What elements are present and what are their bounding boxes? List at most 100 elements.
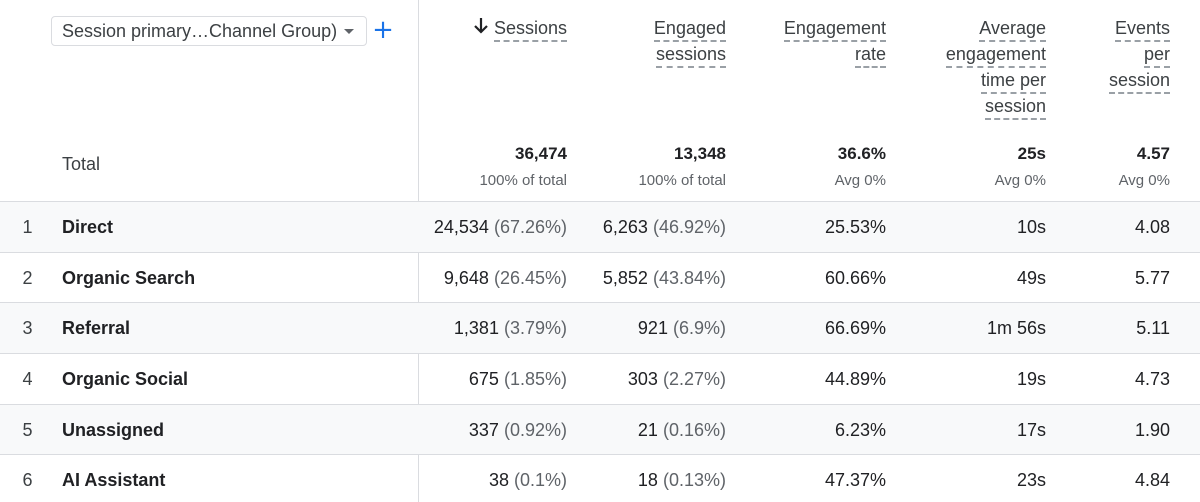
- engaged-sessions-cell: 921 (6.9%): [638, 303, 726, 353]
- engaged-sessions-percent: (6.9%): [672, 318, 726, 338]
- engaged-sessions-percent: (0.16%): [662, 420, 726, 440]
- engaged-sessions-percent: (2.27%): [662, 369, 726, 389]
- sessions-percent: (1.85%): [503, 369, 567, 389]
- caret-down-icon: [344, 29, 354, 34]
- sessions-cell: 9,648 (26.45%): [444, 253, 567, 303]
- sessions-value: 24,534: [433, 217, 489, 237]
- header-avg-engagement-time-line3: time per: [980, 70, 1046, 94]
- engaged-sessions-cell: 303 (2.27%): [628, 354, 726, 404]
- row-index: 3: [22, 318, 33, 338]
- avg-engagement-time-cell: 17s: [1016, 420, 1046, 440]
- engagement-rate-cell: 66.69%: [824, 318, 886, 338]
- sessions-cell: 675 (1.85%): [469, 354, 567, 404]
- total-sessions: 36,474: [515, 144, 567, 163]
- plus-icon: +: [372, 15, 394, 45]
- events-per-session-cell: 1.90: [1134, 420, 1170, 440]
- engaged-sessions-value: 921: [637, 318, 668, 338]
- arrow-down-icon: [474, 18, 488, 34]
- header-engaged-sessions-line2: sessions: [655, 44, 726, 68]
- channel-name[interactable]: Unassigned: [62, 420, 165, 440]
- channel-name[interactable]: AI Assistant: [62, 470, 166, 490]
- sessions-percent: (3.79%): [503, 318, 567, 338]
- avg-engagement-time-cell: 1m 56s: [986, 318, 1046, 338]
- total-events-per-session-sub: Avg 0%: [1118, 172, 1170, 189]
- table-row[interactable]: 4 Organic Social 675 (1.85%) 303 (2.27%)…: [0, 353, 1200, 404]
- channel-name[interactable]: Direct: [62, 217, 114, 237]
- sessions-value: 1,381: [453, 318, 499, 338]
- header-avg-engagement-time-line2: engagement: [945, 44, 1046, 68]
- sessions-cell: 24,534 (67.26%): [434, 202, 567, 252]
- row-index: 6: [22, 470, 33, 490]
- sessions-percent: (0.1%): [513, 470, 567, 490]
- total-engaged-sessions-sub: 100% of total: [638, 172, 726, 189]
- dimension-label: Session primary…Channel Group): [62, 21, 338, 41]
- header-sessions-label: Sessions: [493, 18, 567, 42]
- sessions-value: 337: [468, 420, 499, 440]
- total-avg-engagement-time-sub: Avg 0%: [994, 172, 1046, 189]
- row-index: 4: [22, 369, 33, 389]
- engagement-rate-cell: 47.37%: [824, 470, 886, 490]
- engagement-rate-cell: 60.66%: [824, 268, 886, 288]
- header-engaged-sessions-line1: Engaged: [653, 18, 726, 42]
- avg-engagement-time-cell: 49s: [1016, 268, 1046, 288]
- events-per-session-cell: 4.73: [1134, 369, 1170, 389]
- header-events-per-session-line2: per: [1143, 44, 1170, 68]
- table-row[interactable]: 3 Referral 1,381 (3.79%) 921 (6.9%) 66.6…: [0, 302, 1200, 353]
- engaged-sessions-value: 21: [637, 420, 658, 440]
- avg-engagement-time-cell: 10s: [1016, 217, 1046, 237]
- dimension-dropdown[interactable]: Session primary…Channel Group): [51, 16, 367, 46]
- sessions-percent: (26.45%): [493, 268, 567, 288]
- engagement-rate-cell: 6.23%: [834, 420, 886, 440]
- sessions-percent: (67.26%): [493, 217, 567, 237]
- engaged-sessions-cell: 6,263 (46.92%): [603, 202, 726, 252]
- total-engagement-rate: 36.6%: [837, 144, 886, 163]
- engaged-sessions-value: 6,263: [602, 217, 648, 237]
- engaged-sessions-value: 303: [627, 369, 658, 389]
- header-avg-engagement-time[interactable]: Average engagement time per session: [945, 16, 1046, 120]
- sessions-cell: 1,381 (3.79%): [454, 303, 567, 353]
- header-events-per-session[interactable]: Events per session: [1108, 16, 1170, 94]
- total-events-per-session: 4.57: [1136, 144, 1170, 163]
- engaged-sessions-cell: 21 (0.16%): [638, 405, 726, 455]
- sessions-value: 675: [468, 369, 499, 389]
- engaged-sessions-percent: (46.92%): [652, 217, 726, 237]
- header-sessions[interactable]: Sessions: [472, 16, 567, 42]
- sessions-percent: (0.92%): [503, 420, 567, 440]
- total-sessions-sub: 100% of total: [479, 172, 567, 189]
- header-events-per-session-line3: session: [1108, 70, 1170, 94]
- engaged-sessions-value: 5,852: [602, 268, 648, 288]
- add-dimension-button[interactable]: +: [372, 15, 394, 45]
- engaged-sessions-cell: 18 (0.13%): [638, 455, 726, 502]
- avg-engagement-time-cell: 23s: [1016, 470, 1046, 490]
- events-per-session-cell: 5.11: [1136, 318, 1170, 338]
- table-row[interactable]: 1 Direct 24,534 (67.26%) 6,263 (46.92%) …: [0, 201, 1200, 252]
- sessions-cell: 337 (0.92%): [469, 405, 567, 455]
- channel-name[interactable]: Referral: [62, 318, 131, 338]
- total-engagement-rate-sub: Avg 0%: [834, 172, 886, 189]
- sessions-value: 9,648: [443, 268, 489, 288]
- table-row[interactable]: 6 AI Assistant 38 (0.1%) 18 (0.13%) 47.3…: [0, 454, 1200, 502]
- engagement-rate-cell: 44.89%: [824, 369, 886, 389]
- header-engaged-sessions[interactable]: Engaged sessions: [653, 16, 726, 68]
- total-engaged-sessions: 13,348: [674, 144, 726, 163]
- header-engagement-rate-line1: Engagement: [783, 18, 886, 42]
- row-index: 2: [22, 268, 33, 288]
- header-avg-engagement-time-line1: Average: [979, 18, 1046, 42]
- events-per-session-cell: 5.77: [1134, 268, 1170, 288]
- engaged-sessions-value: 18: [637, 470, 658, 490]
- events-per-session-cell: 4.84: [1134, 470, 1170, 490]
- total-label: Total: [62, 154, 101, 174]
- engaged-sessions-percent: (43.84%): [652, 268, 726, 288]
- header-engagement-rate[interactable]: Engagement rate: [783, 16, 886, 68]
- table-row[interactable]: 2 Organic Search 9,648 (26.45%) 5,852 (4…: [0, 252, 1200, 303]
- avg-engagement-time-cell: 19s: [1016, 369, 1046, 389]
- channel-name[interactable]: Organic Social: [62, 369, 189, 389]
- engaged-sessions-percent: (0.13%): [662, 470, 726, 490]
- header-avg-engagement-time-line4: session: [984, 96, 1046, 120]
- header-events-per-session-line1: Events: [1114, 18, 1170, 42]
- table-row[interactable]: 5 Unassigned 337 (0.92%) 21 (0.16%) 6.23…: [0, 404, 1200, 455]
- row-index: 5: [22, 420, 33, 440]
- channel-name[interactable]: Organic Search: [62, 268, 196, 288]
- row-index: 1: [22, 217, 33, 237]
- engaged-sessions-cell: 5,852 (43.84%): [603, 253, 726, 303]
